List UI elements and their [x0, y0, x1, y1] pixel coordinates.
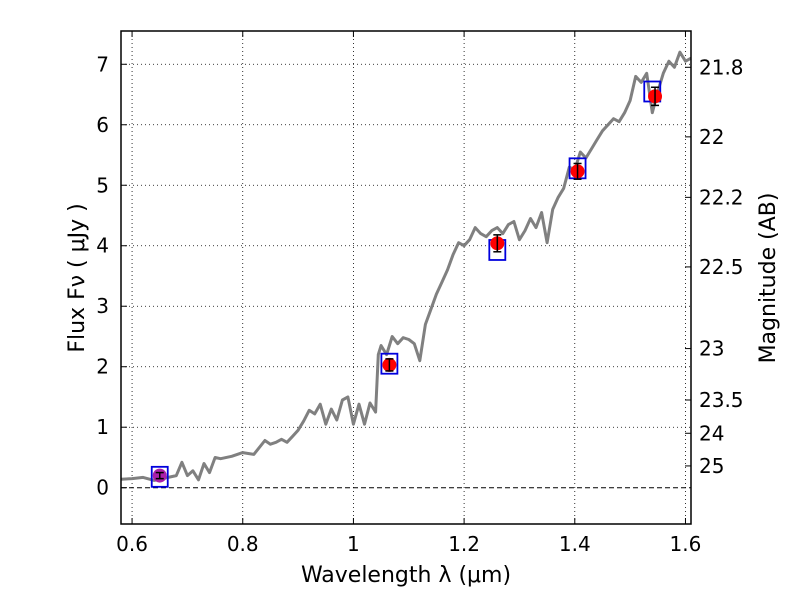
x-axis-ticks: 0.6 0.8 1 1.2 1.4 1.6 — [116, 31, 701, 556]
synthetic-photometry-square — [150, 465, 169, 488]
y2-tick-label: 21.8 — [699, 55, 744, 79]
y-tick-label: 4 — [96, 234, 109, 258]
x-tick-label: 1.6 — [670, 532, 702, 556]
x-tick-label: 0.6 — [116, 532, 148, 556]
x-tick-label: 1.4 — [559, 532, 591, 556]
y2-axis-ticks: 21.8 22 22.2 22.5 23 23.5 24 25 — [685, 55, 744, 478]
y2-axis-label: Magnitude (AB) — [756, 193, 781, 364]
y-tick-label: 6 — [96, 113, 109, 137]
synthetic-photometry-square — [380, 352, 399, 375]
y2-tick-label: 23 — [699, 337, 724, 361]
x-tick-label: 0.8 — [227, 532, 259, 556]
y-tick-label: 2 — [96, 355, 109, 379]
y-tick-label: 1 — [96, 415, 109, 439]
plot-frame — [120, 30, 692, 525]
y-tick-label: 5 — [96, 173, 109, 197]
y-axis-label: Flux Fν ( μJy ) — [65, 203, 90, 352]
y2-tick-label: 22.2 — [699, 185, 744, 209]
synthetic-photometry-squares — [150, 80, 662, 488]
y2-tick-label: 24 — [699, 421, 724, 445]
y-tick-label: 7 — [96, 52, 109, 76]
photometry-points — [152, 86, 663, 483]
y2-tick-label: 23.5 — [699, 388, 744, 412]
x-tick-label: 1.2 — [448, 532, 480, 556]
y-axis-ticks: 0 1 2 3 4 5 6 7 — [96, 52, 127, 500]
y2-tick-label: 22 — [699, 125, 724, 149]
y-tick-label: 3 — [96, 294, 109, 318]
x-tick-label: 1 — [347, 532, 360, 556]
x-axis-label: Wavelength λ (μm) — [301, 563, 511, 588]
model-spectrum-line — [120, 50, 692, 482]
y2-tick-label: 22.5 — [699, 255, 744, 279]
grid — [121, 31, 691, 524]
y2-tick-label: 25 — [699, 454, 724, 478]
y-tick-label: 0 — [96, 476, 109, 500]
